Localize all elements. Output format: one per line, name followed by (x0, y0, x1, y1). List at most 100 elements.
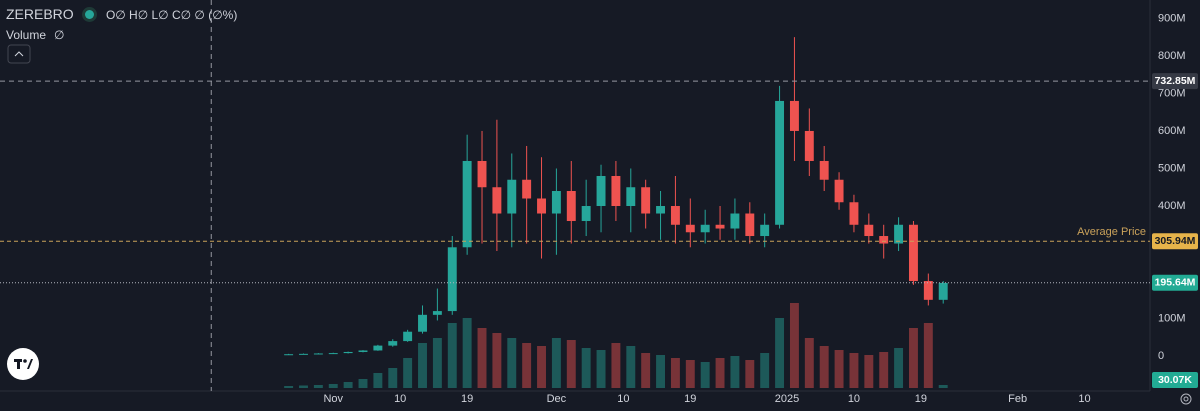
volume-bar (566, 340, 576, 388)
volume-bar (611, 343, 621, 388)
volume-bar (537, 346, 546, 388)
candle-body (284, 354, 294, 356)
settings-icon[interactable] (1180, 393, 1192, 405)
volume-bar (284, 386, 294, 388)
average-price-label-bg (1152, 233, 1198, 250)
volume-bar (641, 353, 651, 388)
crosshair-label-bg (1152, 73, 1198, 90)
crosshair-label: 732.85M (1155, 75, 1196, 87)
volume-bar (923, 323, 933, 388)
last-price-label: 195.64M (1155, 276, 1196, 288)
volume-bar (908, 328, 918, 388)
volume-bar (507, 338, 517, 388)
x-tick-label: Dec (547, 393, 567, 405)
candle-body (462, 160, 472, 248)
candle-body (745, 213, 755, 237)
volume-bar (938, 384, 948, 388)
candle-body (879, 236, 889, 244)
volume-bar (789, 303, 799, 388)
candle-body (477, 160, 487, 188)
volume-bar (343, 382, 353, 388)
candle-body (388, 341, 398, 346)
volume-bar (894, 348, 904, 388)
candle-body (849, 202, 859, 225)
y-tick-label: 500M (1158, 162, 1186, 174)
volume-label: Volume (6, 28, 47, 42)
candle-body (537, 198, 546, 214)
candle-body (700, 224, 710, 233)
candle-body (328, 353, 338, 355)
symbol[interactable]: ZEREBRO (6, 6, 74, 22)
candle-body (432, 311, 442, 315)
candle-body (834, 179, 844, 203)
x-tick-label: 19 (461, 393, 473, 405)
volume-bar (819, 346, 829, 388)
average-price-label: 305.94M (1155, 235, 1196, 247)
volume-bar (864, 355, 874, 388)
candle-body (507, 179, 517, 214)
candle-body (358, 350, 368, 352)
volume-bar (775, 318, 785, 388)
last-price-label-bg (1152, 274, 1198, 291)
candle-body (299, 353, 308, 355)
volume-bar (477, 328, 487, 388)
volume-bar (670, 358, 680, 388)
volume-bar (626, 346, 636, 388)
volume-bar (373, 373, 383, 388)
candle-body (418, 314, 427, 332)
x-tick-label: 10 (848, 393, 860, 405)
y-tick-label: 800M (1158, 50, 1186, 62)
last-volume-label: 30.07K (1158, 374, 1192, 386)
x-tick-label: 10 (1078, 393, 1090, 405)
volume-bar (328, 384, 338, 388)
volume-bar (418, 343, 427, 388)
candle-body (670, 206, 680, 225)
status-dot (85, 10, 95, 19)
candle-body (641, 187, 651, 214)
x-tick-label: 19 (915, 393, 927, 405)
x-tick-label: Feb (1008, 393, 1027, 405)
last-volume-label-bg (1152, 372, 1198, 388)
candle-body (923, 281, 933, 300)
volume-bar (432, 338, 442, 388)
volume-bar (522, 343, 532, 388)
volume-bar (299, 385, 308, 388)
x-tick-label: Nov (323, 393, 343, 405)
volume-bar (358, 379, 368, 388)
volume-bar (596, 350, 606, 388)
candle-body (581, 206, 591, 222)
candle-body (864, 224, 874, 237)
candle-body (730, 213, 740, 229)
volume-bar (834, 350, 844, 388)
candle-body (938, 282, 948, 300)
volume-bar (730, 356, 740, 388)
candle-body (596, 175, 606, 207)
candle-body (804, 130, 814, 161)
volume-bar (447, 323, 457, 388)
x-tick-label: 10 (394, 393, 406, 405)
candle-body (447, 247, 457, 312)
candle-body (656, 206, 666, 214)
volume-bar (462, 318, 472, 388)
candle-body (373, 345, 383, 351)
candle-body (343, 351, 353, 354)
collapse-button[interactable] (7, 44, 31, 64)
candle-body (611, 175, 621, 207)
volume-bar (804, 338, 814, 388)
volume-bar (879, 352, 889, 388)
volume-bar (656, 355, 666, 388)
x-tick-label: 2025 (775, 393, 799, 405)
candle-body (492, 187, 502, 214)
y-tick-label: 900M (1158, 12, 1186, 24)
candle-body (908, 224, 918, 282)
volume-bar (492, 333, 502, 388)
x-tick-label: 10 (617, 393, 629, 405)
volume-bar (849, 353, 859, 388)
candle-body (566, 190, 576, 222)
candle-body (894, 224, 904, 244)
y-tick-label: 100M (1158, 312, 1186, 324)
candle-body (819, 160, 829, 180)
volume-bar (685, 360, 695, 388)
